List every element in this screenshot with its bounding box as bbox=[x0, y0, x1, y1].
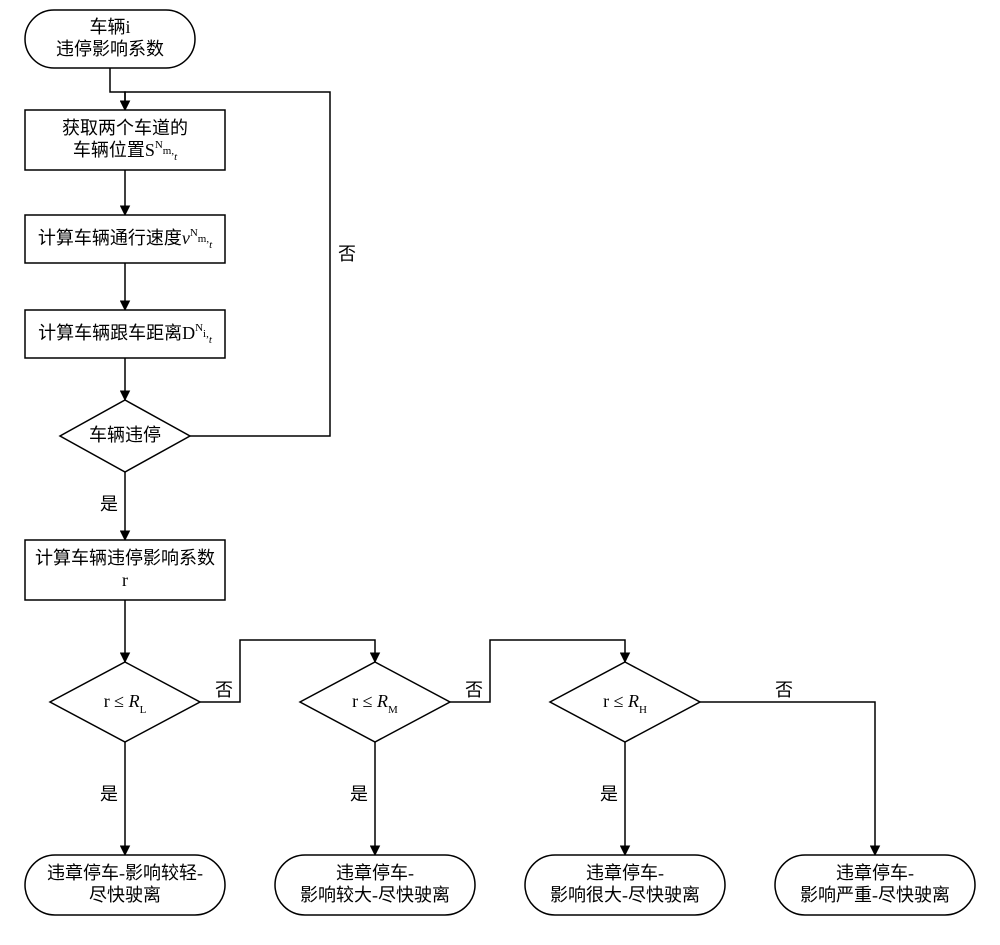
node-calcV: 计算车辆通行速度vNm,t bbox=[25, 215, 225, 263]
edge-label-dRH-out3: 是 bbox=[600, 784, 618, 804]
node-dViol: 车辆违停 bbox=[60, 400, 190, 472]
edge-label-dRL-out1: 是 bbox=[100, 784, 118, 804]
node-calcR: 计算车辆违停影响系数r bbox=[25, 540, 225, 600]
node-dRM: r ≤ RM bbox=[300, 662, 450, 742]
node-text: 影响严重-尽快驶离 bbox=[800, 885, 950, 905]
node-calcD: 计算车辆跟车距离DNi,t bbox=[25, 310, 225, 358]
node-getPos: 获取两个车道的车辆位置SNm,t bbox=[25, 110, 225, 170]
node-text: 车辆i bbox=[89, 17, 130, 37]
node-text: 尽快驶离 bbox=[89, 885, 161, 905]
node-text: 违章停车- bbox=[586, 863, 664, 883]
node-text: 违停影响系数 bbox=[56, 39, 164, 59]
node-text: 违章停车- bbox=[336, 863, 414, 883]
edge-label-dRM-out2: 是 bbox=[350, 784, 368, 804]
node-text: 影响很大-尽快驶离 bbox=[550, 885, 700, 905]
edge-label-dViol-calcR: 是 bbox=[100, 494, 118, 514]
edge-label-dViol-getPos: 否 bbox=[338, 244, 356, 264]
node-text: r bbox=[122, 570, 128, 590]
node-dRL: r ≤ RL bbox=[50, 662, 200, 742]
edge-dRH-out4 bbox=[700, 702, 875, 855]
node-out2: 违章停车-影响较大-尽快驶离 bbox=[275, 855, 475, 915]
edge-label-dRL-dRM: 否 bbox=[215, 680, 233, 700]
edge-start-getPos bbox=[110, 68, 125, 110]
node-text: 影响较大-尽快驶离 bbox=[300, 885, 450, 905]
node-text: 计算车辆违停影响系数 bbox=[35, 548, 215, 568]
edge-label-dRH-out4: 否 bbox=[775, 680, 793, 700]
node-text: 计算车辆跟车距离DNi,t bbox=[38, 322, 213, 346]
node-text: 违章停车- bbox=[836, 863, 914, 883]
node-out1: 违章停车-影响较轻-尽快驶离 bbox=[25, 855, 225, 915]
flowchart: 是否是否是否是否车辆i违停影响系数获取两个车道的车辆位置SNm,t计算车辆通行速… bbox=[0, 0, 1000, 945]
node-out3: 违章停车-影响很大-尽快驶离 bbox=[525, 855, 725, 915]
node-text: 车辆违停 bbox=[89, 425, 161, 445]
node-out4: 违章停车-影响严重-尽快驶离 bbox=[775, 855, 975, 915]
node-start: 车辆i违停影响系数 bbox=[25, 10, 195, 68]
edge-label-dRM-dRH: 否 bbox=[465, 680, 483, 700]
node-text: 违章停车-影响较轻- bbox=[47, 863, 203, 883]
node-text: 获取两个车道的 bbox=[62, 118, 188, 138]
node-text: 计算车辆通行速度vNm,t bbox=[38, 227, 213, 251]
node-dRH: r ≤ RH bbox=[550, 662, 700, 742]
